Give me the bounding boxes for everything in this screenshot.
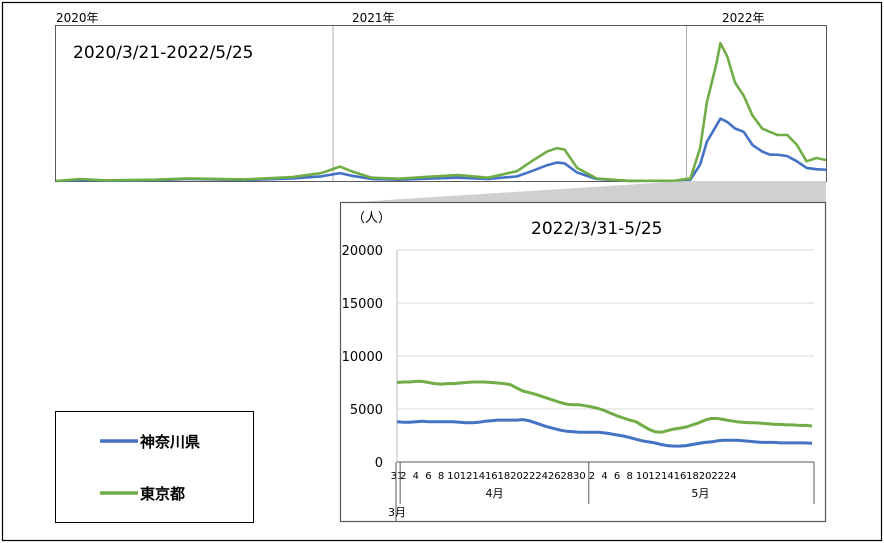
- detail-x-ticks: 312 4 6 8 10 12 14 16 18 20 22 24 26 28 30 2 4 6 8 10 12 14 16…: [388, 461, 815, 521]
- x-tick-label: 4: [601, 471, 607, 482]
- x-tick-label: 26: [548, 471, 561, 482]
- month-label: 5月: [691, 487, 709, 500]
- x-tick-label: 18: [686, 471, 699, 482]
- x-tick-label: 24: [535, 471, 548, 482]
- detail-line-tokyo: [396, 379, 813, 434]
- x-tick-label: 14: [661, 471, 674, 482]
- x-tick-label: 24: [724, 471, 737, 482]
- overview-range-label: 2020/3/21-2022/5/25: [73, 43, 253, 63]
- x-tick-label: 10: [447, 471, 460, 482]
- legend-box: [55, 411, 254, 523]
- y-tick-label-10000: 10000: [342, 350, 383, 365]
- x-tick-label: 12: [648, 471, 661, 482]
- x-tick-label: 6: [614, 471, 620, 482]
- x-tick-label: 8: [626, 471, 632, 482]
- x-tick-label: 2: [589, 471, 595, 482]
- x-tick-label: 12: [460, 471, 473, 482]
- detail-y-unit-label: （人）: [352, 211, 391, 226]
- x-tick-label: 10: [636, 471, 649, 482]
- x-tick-label: 16: [485, 471, 498, 482]
- year-label-2021: 2021年: [352, 11, 395, 25]
- year-label-2020: 2020年: [56, 11, 99, 25]
- detail-series-group: [396, 379, 813, 448]
- x-tick-label: 30: [573, 471, 586, 482]
- month-label: 4月: [485, 487, 503, 500]
- x-tick-label: 22: [523, 471, 536, 482]
- y-tick-label-5000: 5000: [350, 403, 383, 418]
- x-tick-label: 20: [699, 471, 712, 482]
- detail-line-kanagawa: [396, 418, 813, 448]
- x-tick-label: 6: [425, 471, 431, 482]
- overview-line-kanagawa: [55, 117, 827, 183]
- x-tick-label: 22: [711, 471, 724, 482]
- legend-label-tokyo: 東京都: [140, 485, 185, 503]
- detail-panel-frame: [339, 201, 827, 523]
- x-tick-label: 31: [391, 471, 404, 482]
- detail-title: 2022/3/31-5/25: [531, 219, 662, 239]
- x-tick-label: 20: [510, 471, 523, 482]
- x-tick-label: 14: [472, 471, 485, 482]
- month-label: 3月: [388, 506, 406, 519]
- y-tick-label-0: 0: [375, 456, 383, 471]
- x-tick-label: 28: [560, 471, 573, 482]
- y-tick-label-20000: 20000: [342, 244, 383, 259]
- x-tick-label: 18: [498, 471, 511, 482]
- y-tick-label-15000: 15000: [342, 297, 383, 312]
- x-tick-label: 2: [400, 471, 406, 482]
- x-tick-label: 4: [413, 471, 419, 482]
- legend-label-kanagawa: 神奈川県: [140, 433, 200, 451]
- overview-series-group: [55, 41, 827, 183]
- zoom-connector: [340, 181, 826, 203]
- x-tick-label: 16: [674, 471, 687, 482]
- detail-y-ticks: 0 5000 10000 15000 20000: [342, 244, 383, 471]
- year-label-2022: 2022年: [722, 11, 765, 25]
- overview-line-tokyo: [55, 41, 827, 183]
- x-tick-label: 8: [438, 471, 444, 482]
